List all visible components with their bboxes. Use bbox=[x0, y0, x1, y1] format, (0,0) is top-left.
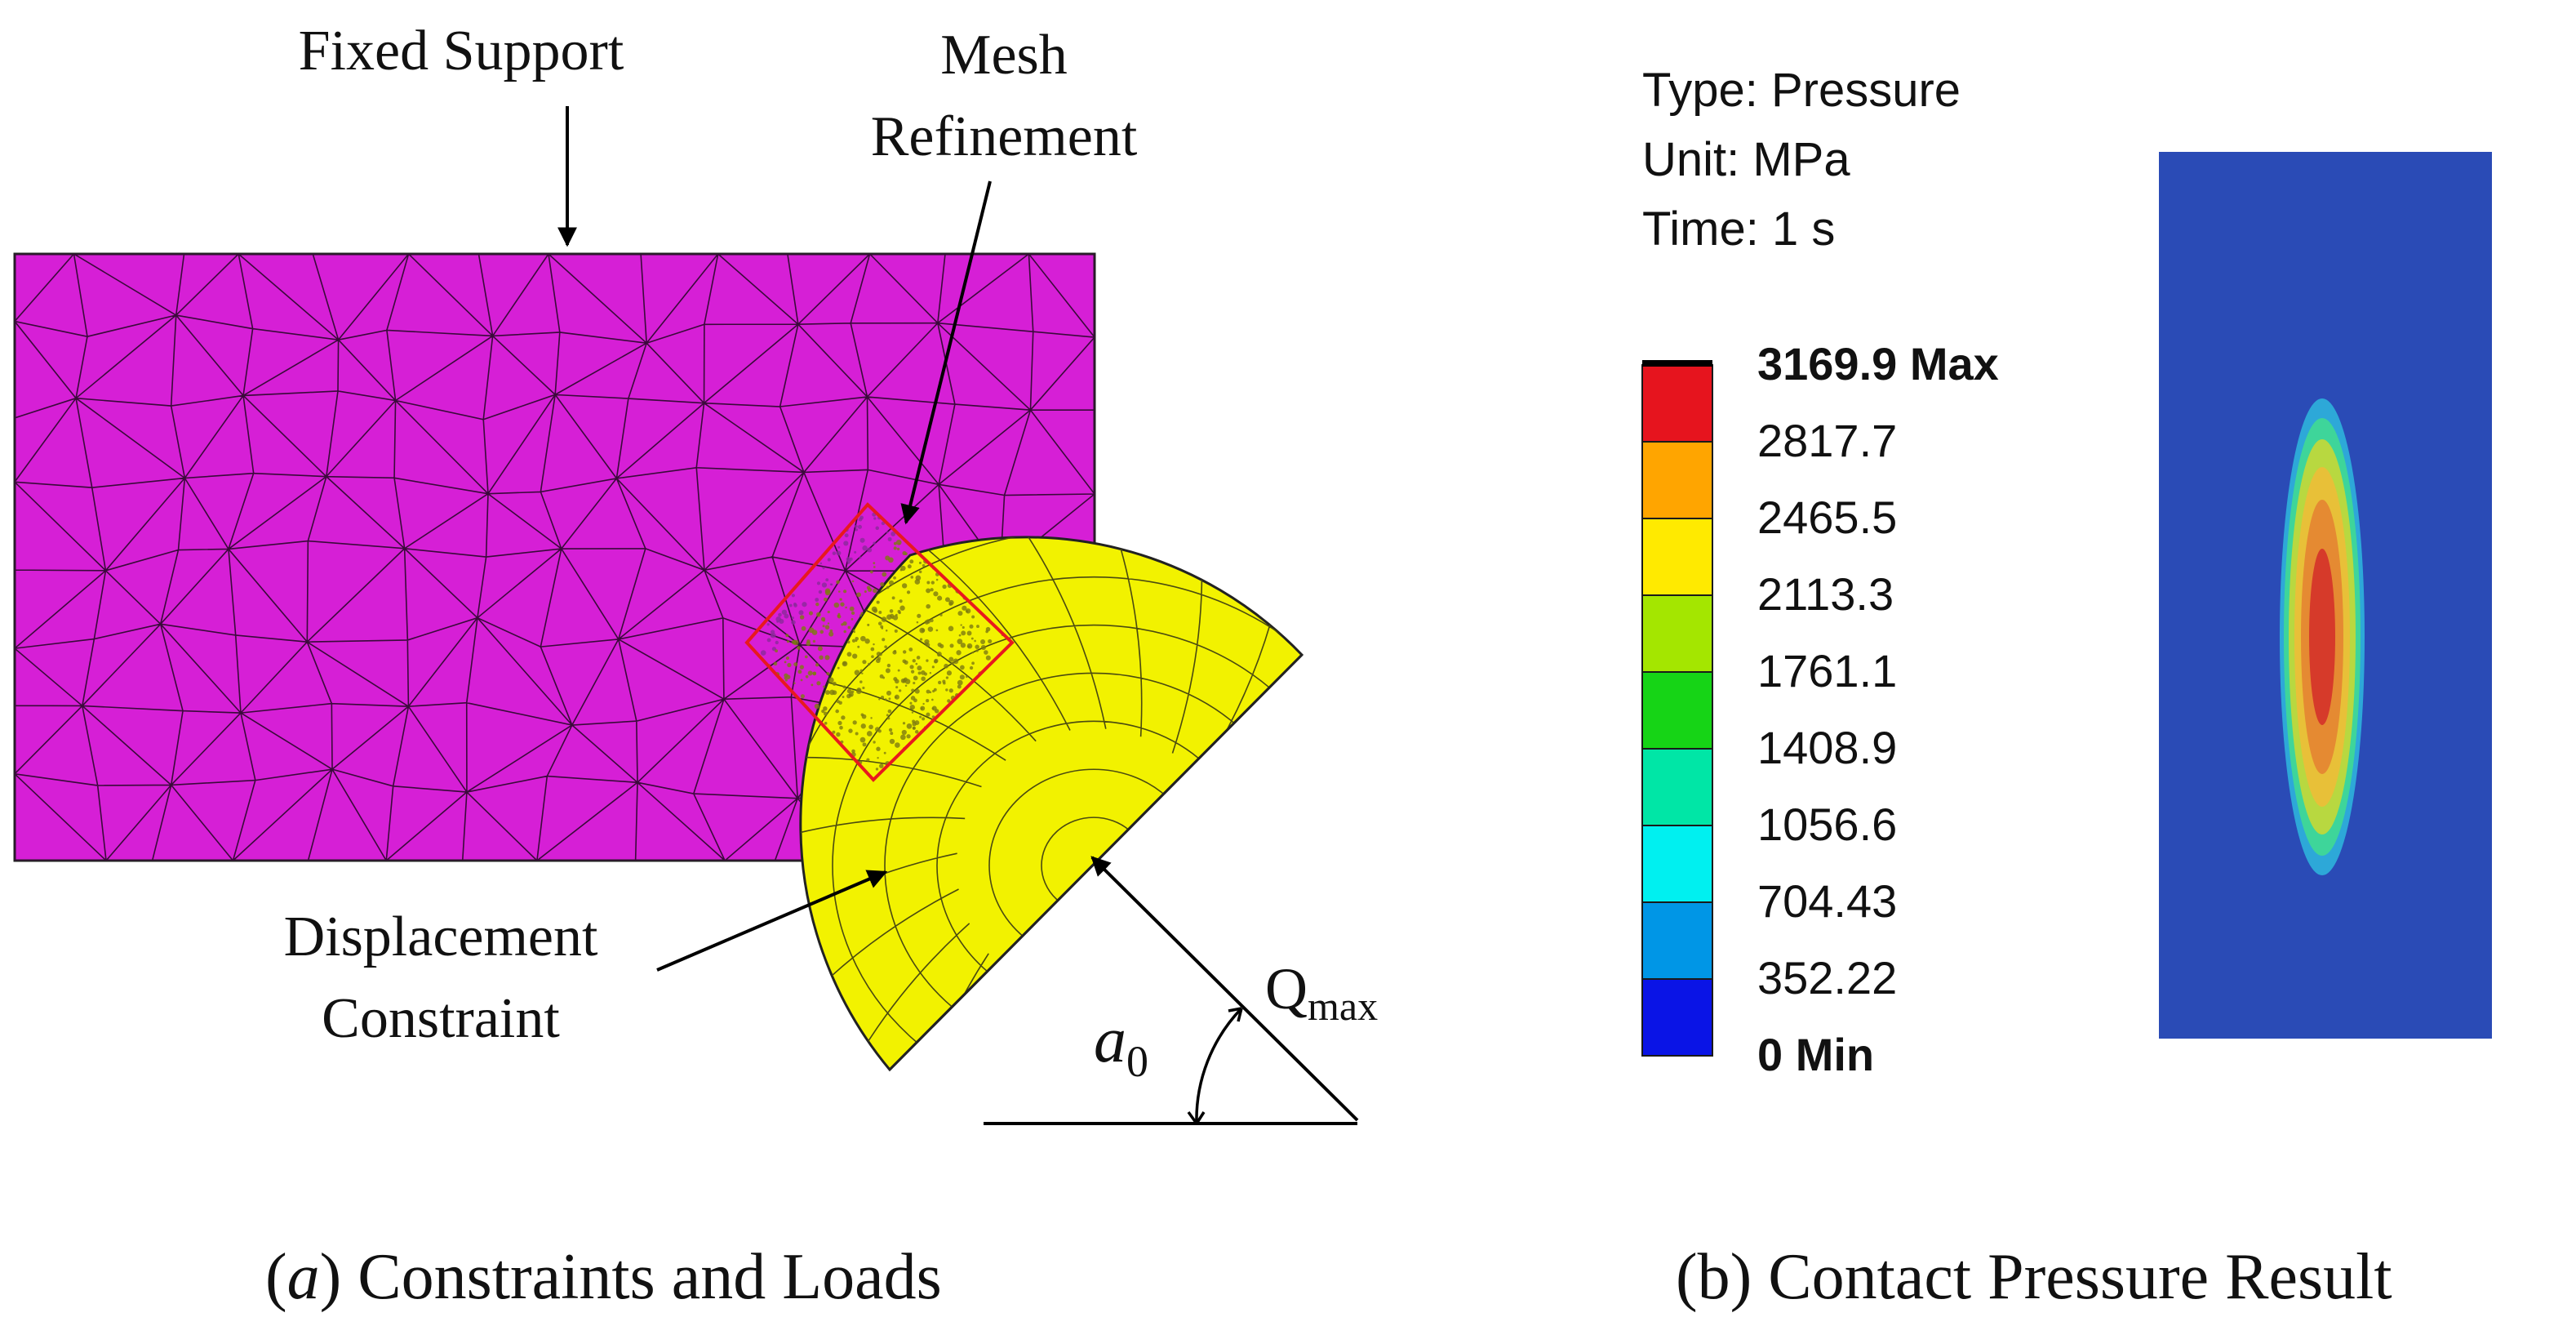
angle-arc bbox=[1195, 1007, 1243, 1124]
legend-label-3: 2113.3 bbox=[1757, 568, 1894, 620]
legend-label-6: 1056.6 bbox=[1757, 799, 1897, 850]
q-main: Q bbox=[1265, 956, 1308, 1021]
legend-swatch-4 bbox=[1641, 671, 1713, 750]
legend-label-7: 704.43 bbox=[1757, 875, 1897, 927]
result-time: Time: 1 s bbox=[1642, 202, 1835, 256]
legend-swatch-0 bbox=[1641, 364, 1713, 443]
angle-sub: 0 bbox=[1126, 1037, 1148, 1086]
legend-swatch-2 bbox=[1641, 518, 1713, 596]
legend-top-cap bbox=[1642, 360, 1712, 367]
legend-labels: 3169.9 Max 2817.7 2465.5 2113.3 1761.1 1408.9… bbox=[1757, 338, 1999, 1080]
angle-main: a bbox=[1094, 1004, 1126, 1076]
legend-swatch-8 bbox=[1641, 978, 1713, 1057]
angle-arrow-bottom bbox=[1187, 1110, 1206, 1125]
q-max-label: Qmax bbox=[1265, 956, 1378, 1029]
legend-label-1: 2817.7 bbox=[1757, 415, 1897, 466]
legend-swatch-3 bbox=[1641, 594, 1713, 673]
caption-b: (b) Contact Pressure Result bbox=[1676, 1241, 2392, 1313]
mesh-label-line2: Refinement bbox=[871, 105, 1138, 168]
contour-band-5 bbox=[2309, 549, 2335, 725]
caption-a: (a) Constraints and Loads bbox=[265, 1241, 942, 1313]
legend-label-4: 1761.1 bbox=[1757, 645, 1897, 696]
result-type: Type: Pressure bbox=[1642, 64, 1961, 117]
legend-label-0: 3169.9 Max bbox=[1757, 338, 1999, 389]
legend-label-2: 2465.5 bbox=[1757, 492, 1897, 543]
legend-swatch-1 bbox=[1641, 441, 1713, 519]
legend-swatch-5 bbox=[1641, 748, 1713, 826]
displacement-label-line1: Displacement bbox=[284, 906, 598, 968]
mesh-refinement-arrow bbox=[900, 180, 992, 525]
angle-arrow-top bbox=[1228, 1007, 1243, 1022]
caption-a-letter: a bbox=[287, 1241, 320, 1313]
panel-b: Type: Pressure Unit: MPa Time: 1 s 3169.… bbox=[1641, 64, 2492, 1313]
pressure-field bbox=[2159, 152, 2492, 1039]
angle-label: a0 bbox=[1094, 1004, 1148, 1086]
color-legend bbox=[1641, 360, 1713, 1057]
displacement-arrow bbox=[656, 870, 888, 972]
load-arrow bbox=[1090, 856, 1359, 1122]
fixed-support-label: Fixed Support bbox=[299, 20, 624, 82]
legend-swatch-6 bbox=[1641, 825, 1713, 903]
legend-label-8: 352.22 bbox=[1757, 952, 1897, 1003]
result-unit: Unit: MPa bbox=[1642, 133, 1850, 186]
panel-a: Fixed Support Mesh Refinement Displaceme… bbox=[13, 20, 1378, 1313]
mesh-label-line1: Mesh bbox=[940, 24, 1068, 87]
q-sub: max bbox=[1308, 983, 1378, 1029]
caption-a-text: Constraints and Loads bbox=[358, 1241, 941, 1313]
legend-swatch-7 bbox=[1641, 901, 1713, 980]
legend-label-9: 0 Min bbox=[1757, 1029, 1874, 1080]
displacement-label-line2: Constraint bbox=[322, 987, 560, 1050]
legend-label-5: 1408.9 bbox=[1757, 722, 1897, 773]
